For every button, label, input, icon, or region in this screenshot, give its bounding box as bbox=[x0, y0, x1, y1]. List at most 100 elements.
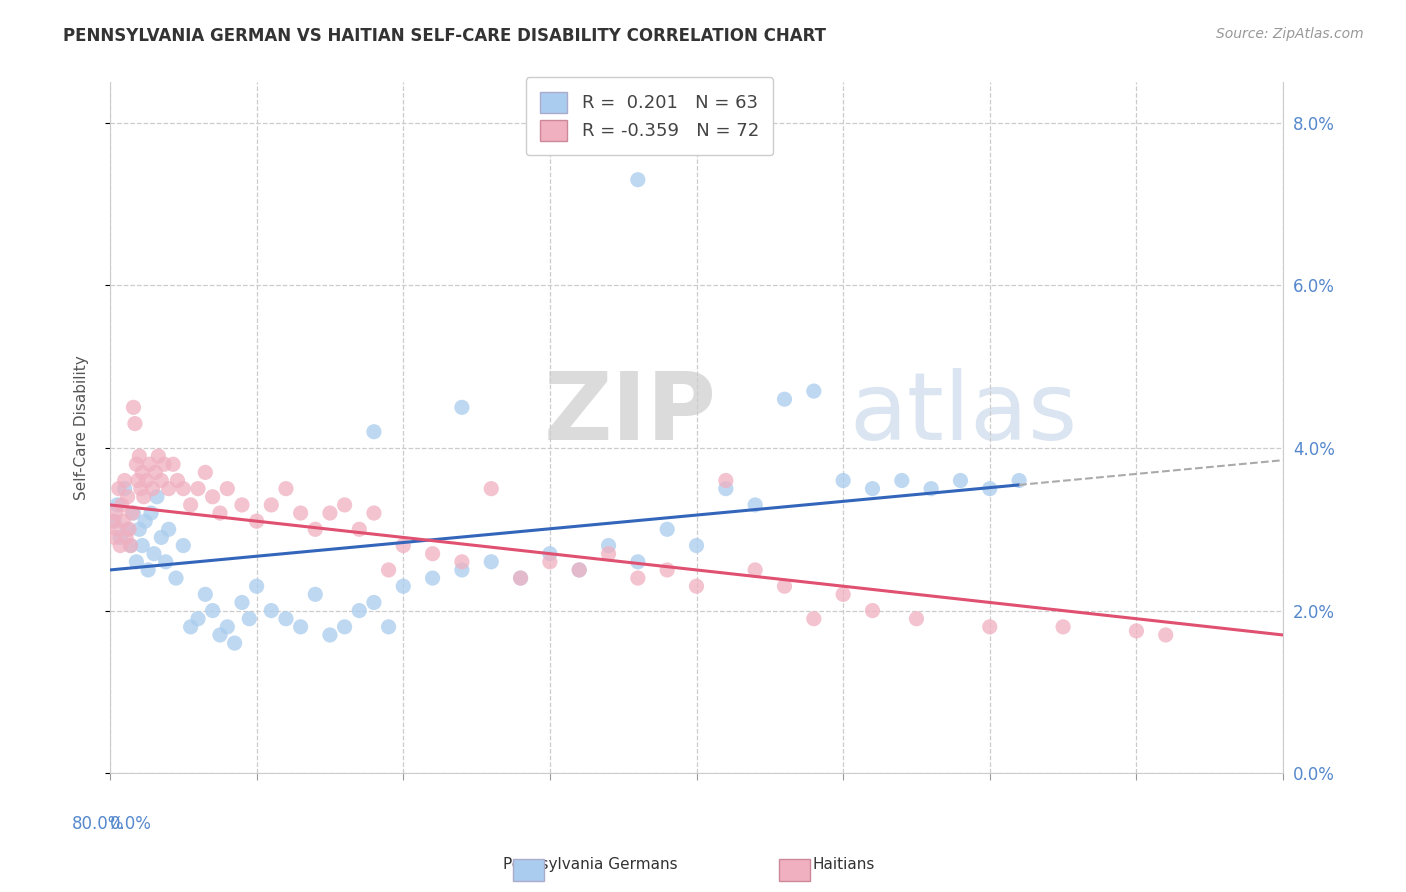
Point bbox=[125, 457, 148, 471]
Point bbox=[157, 522, 180, 536]
Point bbox=[714, 474, 737, 488]
Point bbox=[146, 490, 169, 504]
Point bbox=[162, 457, 184, 471]
Point bbox=[333, 498, 356, 512]
Point bbox=[122, 401, 145, 415]
Point bbox=[714, 482, 737, 496]
Point bbox=[685, 579, 707, 593]
Point bbox=[111, 498, 134, 512]
Point bbox=[180, 620, 202, 634]
Point bbox=[304, 587, 326, 601]
Point bbox=[274, 482, 297, 496]
Point bbox=[153, 457, 176, 471]
Point bbox=[238, 612, 260, 626]
Point bbox=[422, 547, 444, 561]
Point bbox=[103, 530, 125, 544]
Point bbox=[803, 612, 825, 626]
Point bbox=[657, 522, 679, 536]
Point bbox=[115, 530, 138, 544]
Point bbox=[110, 530, 132, 544]
Point bbox=[744, 498, 766, 512]
Point bbox=[451, 401, 474, 415]
Point bbox=[627, 571, 650, 585]
Point bbox=[422, 571, 444, 585]
Point bbox=[131, 466, 153, 480]
Point bbox=[172, 482, 194, 496]
Point bbox=[165, 571, 187, 585]
Point bbox=[744, 563, 766, 577]
Point bbox=[148, 449, 170, 463]
Point bbox=[949, 474, 972, 488]
Point bbox=[920, 482, 942, 496]
Point bbox=[363, 595, 385, 609]
Point bbox=[598, 539, 620, 553]
Point bbox=[117, 522, 139, 536]
Point bbox=[150, 474, 173, 488]
Point bbox=[290, 506, 312, 520]
Point bbox=[125, 555, 148, 569]
Point bbox=[479, 482, 502, 496]
Text: ZIP: ZIP bbox=[544, 368, 717, 460]
Point bbox=[862, 482, 884, 496]
Point bbox=[128, 449, 150, 463]
Point bbox=[349, 522, 371, 536]
Point bbox=[128, 522, 150, 536]
Point bbox=[121, 506, 143, 520]
Point bbox=[979, 482, 1001, 496]
Point bbox=[363, 425, 385, 439]
Point bbox=[122, 506, 145, 520]
Point bbox=[134, 514, 156, 528]
Point bbox=[509, 571, 531, 585]
Text: 0.0%: 0.0% bbox=[110, 814, 152, 832]
Point bbox=[136, 563, 159, 577]
Point bbox=[208, 628, 231, 642]
Point bbox=[145, 466, 167, 480]
Point bbox=[132, 490, 155, 504]
Point bbox=[131, 539, 153, 553]
Text: 80.0%: 80.0% bbox=[72, 814, 125, 832]
Legend: R =  0.201   N = 63, R = -0.359   N = 72: R = 0.201 N = 63, R = -0.359 N = 72 bbox=[526, 78, 773, 155]
Point bbox=[103, 514, 125, 528]
Point bbox=[377, 563, 399, 577]
Point bbox=[598, 547, 620, 561]
Point bbox=[304, 522, 326, 536]
Point bbox=[107, 482, 129, 496]
Point bbox=[246, 514, 269, 528]
Point bbox=[114, 482, 136, 496]
Point bbox=[392, 579, 415, 593]
Text: Haitians: Haitians bbox=[813, 857, 875, 872]
Text: Pennsylvania Germans: Pennsylvania Germans bbox=[503, 857, 678, 872]
Point bbox=[117, 490, 139, 504]
Point bbox=[451, 563, 474, 577]
Y-axis label: Self-Care Disability: Self-Care Disability bbox=[75, 355, 89, 500]
Point bbox=[118, 522, 141, 536]
Point bbox=[157, 482, 180, 496]
Point bbox=[451, 555, 474, 569]
Point bbox=[127, 474, 149, 488]
Point bbox=[231, 595, 253, 609]
Point bbox=[110, 539, 132, 553]
Point bbox=[319, 628, 342, 642]
Point bbox=[1154, 628, 1177, 642]
Point bbox=[538, 547, 561, 561]
Point bbox=[627, 555, 650, 569]
Point bbox=[112, 514, 135, 528]
Point bbox=[208, 506, 231, 520]
Point bbox=[143, 547, 166, 561]
Point bbox=[201, 604, 224, 618]
Point bbox=[114, 474, 136, 488]
Point bbox=[377, 620, 399, 634]
Point bbox=[172, 539, 194, 553]
Point bbox=[803, 384, 825, 398]
Point bbox=[274, 612, 297, 626]
Point bbox=[260, 498, 283, 512]
Point bbox=[905, 612, 928, 626]
Point bbox=[392, 539, 415, 553]
Point bbox=[124, 417, 146, 431]
Text: PENNSYLVANIA GERMAN VS HAITIAN SELF-CARE DISABILITY CORRELATION CHART: PENNSYLVANIA GERMAN VS HAITIAN SELF-CARE… bbox=[63, 27, 827, 45]
Point bbox=[201, 490, 224, 504]
Point bbox=[217, 482, 239, 496]
Point bbox=[568, 563, 591, 577]
Point bbox=[363, 506, 385, 520]
Point bbox=[187, 482, 209, 496]
